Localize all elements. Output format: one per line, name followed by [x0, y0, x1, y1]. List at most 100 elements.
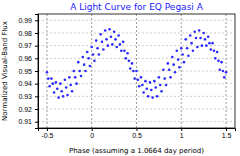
data-point	[51, 82, 54, 85]
data-point	[140, 76, 143, 79]
x-axis-line	[39, 129, 236, 132]
data-point	[95, 39, 98, 42]
y-tick-label: 0.92	[18, 106, 32, 113]
data-point	[217, 60, 220, 63]
data-point	[123, 49, 126, 52]
data-point	[74, 76, 77, 79]
data-point	[220, 61, 223, 64]
data-point	[198, 29, 201, 32]
data-point	[73, 70, 76, 73]
y-axis-line	[35, 15, 39, 129]
data-point	[56, 87, 59, 90]
data-point	[195, 37, 198, 40]
y-tick: 0.96	[18, 55, 38, 62]
data-point	[119, 43, 122, 46]
data-point	[102, 48, 105, 51]
y-axis: 0.910.920.930.940.950.960.970.980.99	[18, 15, 38, 129]
data-point	[184, 38, 187, 41]
data-point	[214, 57, 217, 60]
data-point	[158, 76, 161, 79]
x-tick-label: -0.5	[41, 132, 53, 139]
data-point	[66, 94, 69, 97]
plot-frame	[38, 14, 235, 128]
data-point	[190, 42, 193, 45]
y-tick: 0.93	[18, 93, 38, 100]
data-point	[108, 28, 111, 31]
y-grid-line	[38, 109, 235, 110]
data-point	[89, 65, 92, 68]
data-point	[175, 49, 178, 52]
data-point	[187, 55, 190, 58]
x-tick: 1	[180, 128, 184, 139]
y-tick-label: 0.91	[18, 118, 32, 125]
data-point	[165, 84, 168, 87]
data-point	[48, 85, 51, 88]
data-point	[87, 57, 90, 60]
data-point	[208, 42, 211, 45]
data-point	[117, 34, 120, 37]
data-point	[64, 79, 67, 82]
data-point	[144, 80, 147, 83]
y-tick-mark	[35, 71, 38, 72]
data-point	[156, 95, 159, 98]
data-point	[47, 77, 50, 80]
y-tick-label: 0.98	[18, 30, 32, 37]
data-point	[147, 95, 150, 98]
data-point	[126, 52, 129, 55]
x-tick: 1.5	[222, 128, 232, 139]
data-point	[71, 90, 74, 93]
data-point	[104, 29, 107, 32]
data-point	[189, 34, 192, 37]
y-tick: 0.91	[18, 118, 38, 125]
y-tick: 0.99	[18, 17, 38, 24]
data-point	[204, 38, 207, 41]
data-point	[171, 56, 174, 59]
data-point	[68, 76, 71, 79]
x-tick-label: 1.5	[222, 132, 232, 139]
chart-svg: -0.500.511.50.910.920.930.940.950.960.97…	[0, 0, 240, 156]
x-tick-label: 1	[180, 132, 184, 139]
data-point	[132, 70, 135, 73]
y-tick-mark	[35, 84, 38, 85]
y-tick-label: 0.97	[18, 42, 32, 49]
x-tick-label: 0.5	[132, 132, 142, 139]
data-point	[131, 62, 134, 65]
data-point	[202, 32, 205, 35]
data-point	[192, 49, 195, 52]
data-point	[183, 61, 186, 64]
y-tick-label: 0.99	[18, 17, 32, 24]
x-tick-mark	[137, 128, 138, 131]
data-point	[193, 30, 196, 33]
data-point	[128, 60, 131, 63]
y-grid-line	[38, 33, 235, 34]
data-point	[154, 86, 157, 89]
data-point	[114, 38, 117, 41]
y-tick-label: 0.94	[18, 80, 32, 87]
data-point	[142, 91, 145, 94]
data-point	[99, 33, 102, 36]
data-point	[207, 36, 210, 39]
chart-title: A Light Curve for EQ Pegasi A	[70, 2, 204, 12]
data-point	[133, 77, 136, 80]
data-point	[151, 96, 154, 99]
y-tick-mark	[35, 58, 38, 59]
y-grid-line	[38, 20, 235, 21]
y-grid-line	[38, 83, 235, 84]
data-point	[93, 60, 96, 63]
data-point	[225, 71, 228, 74]
data-point	[46, 71, 49, 74]
data-point	[162, 68, 165, 71]
y-tick: 0.92	[18, 106, 38, 113]
data-point	[75, 82, 78, 85]
y-tick: 0.97	[18, 42, 38, 49]
y-tick: 0.98	[18, 30, 38, 37]
x-axis: -0.500.511.5	[39, 128, 236, 139]
data-point	[84, 70, 87, 73]
data-point	[55, 81, 58, 84]
data-point	[223, 76, 226, 79]
data-point	[98, 53, 101, 56]
data-point	[160, 90, 163, 93]
points	[46, 28, 228, 99]
data-point	[59, 82, 62, 85]
data-point	[149, 81, 152, 84]
